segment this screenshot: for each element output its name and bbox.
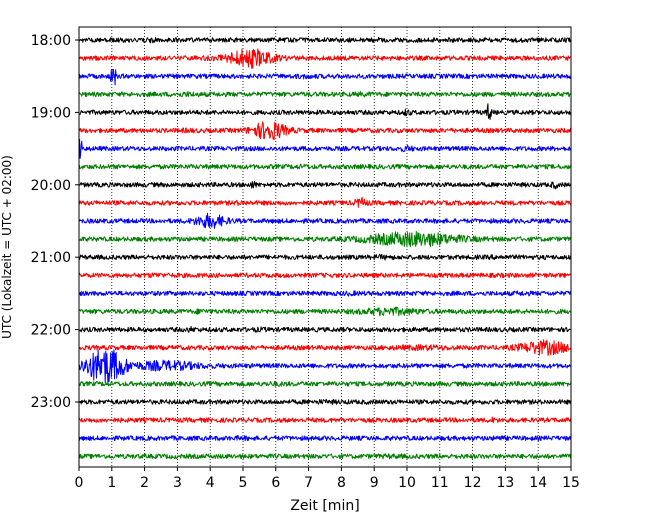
trace-line [78, 163, 572, 170]
x-tick-label: 0 [75, 475, 84, 491]
trace-line [79, 103, 572, 120]
x-tick-label: 7 [304, 475, 313, 491]
y-tick-label: 19:00 [31, 105, 71, 121]
trace-line [78, 121, 572, 141]
trace-line [78, 290, 572, 297]
trace-line [78, 349, 572, 385]
plot-frame [78, 26, 572, 468]
trace-line [78, 91, 572, 98]
trace-line [78, 453, 572, 460]
x-tick-label: 9 [370, 475, 379, 491]
trace-line [78, 68, 572, 86]
y-tick-label: 22:00 [31, 323, 71, 339]
y-tick-label: 18:00 [31, 33, 71, 49]
trace-line [78, 272, 572, 279]
x-tick-label: 10 [398, 475, 416, 491]
plot-background [79, 27, 571, 467]
trace-line [78, 435, 572, 442]
x-axis-ticks: 0 1 2 3 4 5 6 7 8 9 10 11 12 13 14 15 [75, 467, 580, 491]
trace-line [78, 339, 572, 356]
x-axis-label: Zeit [min] [290, 498, 359, 514]
y-axis-ticks: 18:00 19:00 20:00 21:00 22:00 23:00 [31, 33, 79, 411]
y-tick-label: 20:00 [31, 178, 71, 194]
trace-line [78, 253, 572, 261]
x-tick-label: 14 [529, 475, 547, 491]
y-tick-label: 21:00 [31, 250, 71, 266]
x-tick-label: 2 [140, 475, 149, 491]
trace-line [78, 380, 572, 387]
y-tick-label: 23:00 [31, 395, 71, 411]
trace-line [78, 230, 572, 248]
x-tick-label: 13 [496, 475, 514, 491]
x-tick-label: 6 [271, 475, 280, 491]
x-tick-label: 11 [431, 475, 449, 491]
trace-line [78, 416, 572, 424]
x-tick-label: 8 [337, 475, 346, 491]
seismic-traces [78, 36, 572, 460]
x-tick-label: 5 [239, 475, 248, 491]
x-tick-label: 1 [107, 475, 116, 491]
trace-line [78, 180, 572, 190]
x-tick-label: 4 [206, 475, 215, 491]
y-axis-label: UTC (Lokalzeit = UTC + 02:00) [0, 155, 14, 339]
trace-line [78, 306, 572, 317]
trace-line [78, 48, 572, 69]
trace-line [78, 196, 572, 208]
trace-line [78, 398, 572, 405]
trace-line [78, 138, 572, 159]
trace-line [78, 36, 572, 44]
vertical-gridlines [111, 27, 539, 467]
x-tick-label: 12 [464, 475, 482, 491]
x-tick-label: 3 [173, 475, 182, 491]
trace-line [78, 212, 572, 229]
trace-line [78, 325, 572, 333]
x-tick-label: 15 [562, 475, 580, 491]
